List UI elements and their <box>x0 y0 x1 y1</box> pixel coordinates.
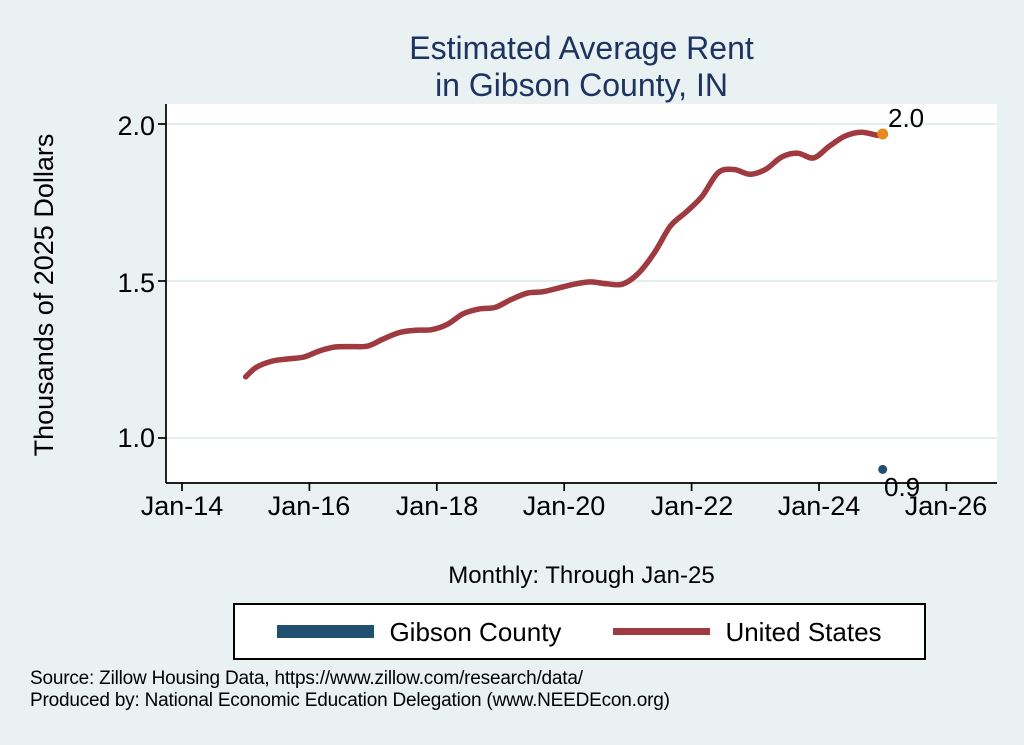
end-label-gibson-county: 0.9 <box>884 472 921 502</box>
x-tick-label-jan-18: Jan-18 <box>395 491 479 521</box>
source-line1: Source: Zillow Housing Data, https://www… <box>30 668 583 689</box>
plot-background <box>166 104 997 483</box>
y-tick-label-2.0: 2.0 <box>117 111 155 141</box>
legend-item-united-states: United States <box>613 616 882 647</box>
legend-label-united-states: United States <box>725 616 882 647</box>
y-tick-label-1.5: 1.5 <box>117 268 155 298</box>
legend-swatch-gibson-county <box>277 625 375 638</box>
series-markers <box>877 128 889 474</box>
x-tick-label-jan-26: Jan-26 <box>904 491 988 521</box>
x-tick-label-jan-14: Jan-14 <box>140 491 224 521</box>
chart-title-line2: in Gibson County, IN <box>435 67 728 103</box>
line-united-states <box>242 129 886 380</box>
series-lines <box>242 129 886 380</box>
x-tick-label-jan-24: Jan-24 <box>777 491 861 521</box>
chart-subtitle: Monthly: Through Jan-25 <box>448 562 715 589</box>
axes <box>158 104 997 491</box>
x-tick-label-jan-20: Jan-20 <box>522 491 606 521</box>
legend: Gibson County United States <box>233 603 926 660</box>
end-label-united-states: 2.0 <box>888 103 925 133</box>
legend-swatch-united-states <box>613 628 711 635</box>
y-tick-label-1.0: 1.0 <box>117 423 155 453</box>
chart-title: Estimated Average Rent in Gibson County,… <box>166 30 997 104</box>
point-gibson-county <box>878 464 888 474</box>
chart-title-line1: Estimated Average Rent <box>409 30 754 66</box>
x-tick-label-jan-22: Jan-22 <box>650 491 734 521</box>
last-point-marker-united-states <box>877 128 889 140</box>
legend-item-gibson-county: Gibson County <box>277 618 561 646</box>
y-axis-title: Thousands of 2025 Dollars <box>29 133 59 457</box>
x-tick-label-jan-16: Jan-16 <box>267 491 351 521</box>
source-line2: Produced by: National Economic Education… <box>30 690 670 711</box>
legend-label-gibson-county: Gibson County <box>389 616 562 647</box>
source-note: Source: Zillow Housing Data, https://www… <box>30 668 670 712</box>
